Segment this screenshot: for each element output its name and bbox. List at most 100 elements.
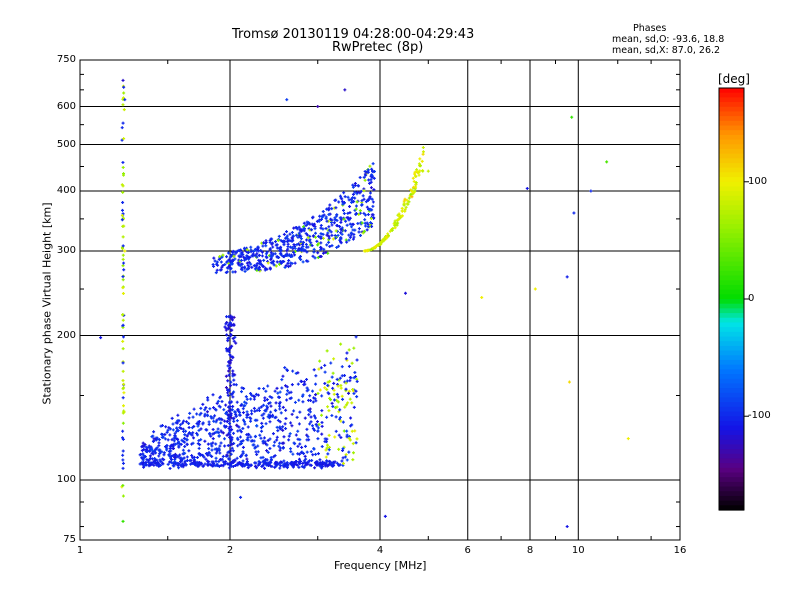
echo-point — [292, 409, 296, 413]
echo-point — [232, 254, 236, 258]
echo-point — [366, 168, 370, 172]
colorbar-band — [719, 392, 744, 399]
echo-point — [263, 466, 267, 470]
echo-point — [337, 244, 341, 248]
echo-point — [345, 351, 349, 355]
y-axis-label: Stationary phase Virtual Height [km] — [40, 202, 54, 405]
colorbar-band — [719, 425, 744, 431]
echo-point — [273, 416, 277, 420]
echo-point — [285, 230, 289, 234]
echo-point — [286, 262, 290, 266]
echo-point — [275, 386, 279, 390]
echo-point — [180, 459, 184, 463]
echo-point — [257, 249, 261, 253]
echo-point — [121, 449, 125, 453]
echo-point — [121, 369, 125, 373]
echo-point — [270, 242, 274, 246]
echo-point — [269, 251, 273, 255]
echo-point — [363, 218, 367, 222]
echo-point — [288, 432, 292, 436]
echo-point — [363, 169, 367, 173]
echo-point — [206, 442, 210, 446]
echo-point — [180, 438, 184, 442]
echo-point — [140, 462, 144, 466]
echo-point — [351, 222, 355, 226]
echo-point — [320, 432, 324, 436]
echo-point — [228, 346, 232, 350]
echo-point — [317, 367, 321, 371]
echo-point — [351, 228, 355, 232]
echo-point — [321, 232, 325, 236]
echo-point — [312, 368, 316, 372]
echo-point — [229, 358, 233, 362]
echo-point — [366, 213, 370, 217]
echo-point — [152, 463, 156, 467]
echo-point — [415, 169, 419, 173]
echo-point — [325, 349, 329, 353]
echo-point — [214, 420, 218, 424]
echo-point — [327, 433, 331, 437]
echo-point — [206, 396, 210, 400]
echo-point — [286, 239, 290, 243]
echo-point — [310, 244, 314, 248]
echo-point — [307, 408, 311, 412]
echo-point — [236, 463, 240, 467]
echo-point — [230, 400, 234, 404]
echo-point — [165, 430, 169, 434]
echo-point — [265, 449, 269, 453]
echo-point — [121, 378, 125, 382]
echo-point — [254, 392, 258, 396]
echo-point — [229, 436, 233, 440]
echo-point — [327, 448, 331, 452]
echo-point — [336, 395, 340, 399]
echo-point — [605, 160, 609, 164]
echo-point — [219, 260, 223, 264]
echo-point — [325, 443, 329, 447]
echo-point — [276, 391, 280, 395]
colorbar-band — [719, 214, 744, 220]
echo-point — [311, 216, 315, 220]
echo-point — [348, 222, 352, 226]
echo-point — [310, 228, 314, 232]
echo-point — [121, 103, 125, 107]
echo-point — [312, 250, 316, 254]
echo-point — [304, 457, 308, 461]
echo-point — [160, 432, 164, 436]
echo-point — [179, 456, 183, 460]
echo-point — [301, 260, 305, 264]
echo-point — [421, 150, 425, 154]
echo-point — [216, 263, 220, 267]
colorbar-band — [719, 439, 744, 445]
echo-point — [224, 322, 228, 326]
colorbar-band — [719, 453, 744, 460]
echo-point — [347, 436, 351, 440]
echo-point — [231, 258, 235, 262]
echo-point — [287, 265, 291, 269]
echo-point — [232, 419, 236, 423]
echo-point — [334, 429, 338, 433]
echo-point — [311, 234, 315, 238]
echo-point — [360, 199, 364, 203]
echo-point — [285, 369, 289, 373]
echo-point — [241, 459, 245, 463]
echo-point — [244, 401, 248, 405]
echo-point — [121, 404, 125, 408]
echo-point — [420, 159, 424, 163]
echo-point — [276, 395, 280, 399]
echo-point — [322, 213, 326, 217]
echo-point — [341, 461, 345, 465]
echo-point — [272, 263, 276, 267]
echo-point — [170, 438, 174, 442]
echo-point — [332, 221, 336, 225]
x-axis-label: Frequency [MHz] — [334, 559, 427, 572]
echo-point — [233, 335, 237, 339]
echo-point — [233, 373, 237, 377]
echo-point — [337, 463, 341, 467]
colorbar-band — [719, 411, 744, 417]
echo-point — [234, 341, 238, 345]
echo-point — [187, 416, 191, 420]
echo-point — [362, 189, 366, 193]
echo-point — [269, 261, 273, 265]
echo-point — [333, 236, 337, 240]
echo-point — [354, 204, 358, 208]
